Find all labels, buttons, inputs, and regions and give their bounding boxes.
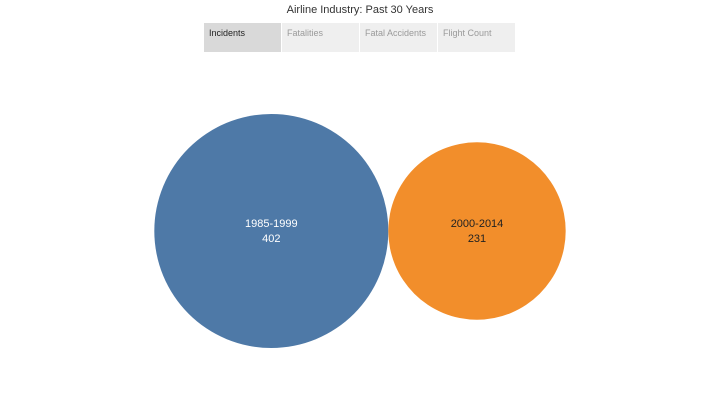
chart-title: Airline Industry: Past 30 Years [286,4,434,16]
bubble-label-name: 1985-1999 [245,218,298,230]
tab-incidents[interactable]: Incidents [204,23,281,52]
bubble-label-value: 402 [262,233,280,245]
bubble-1985-1999[interactable]: 1985-1999 402 [154,114,389,348]
bubble-label-value: 231 [468,233,486,245]
measure-tabs: Incidents Fatalities Fatal Accidents Fli… [204,23,515,52]
tab-fatal-accidents[interactable]: Fatal Accidents [360,23,437,52]
tab-flight-count[interactable]: Flight Count [438,23,515,52]
bubble-2000-2014[interactable]: 2000-2014 231 [388,142,566,320]
bubble-mark[interactable] [388,142,566,320]
bubble-mark[interactable] [154,114,389,348]
bubble-label-name: 2000-2014 [451,218,504,230]
tab-fatalities[interactable]: Fatalities [282,23,359,52]
